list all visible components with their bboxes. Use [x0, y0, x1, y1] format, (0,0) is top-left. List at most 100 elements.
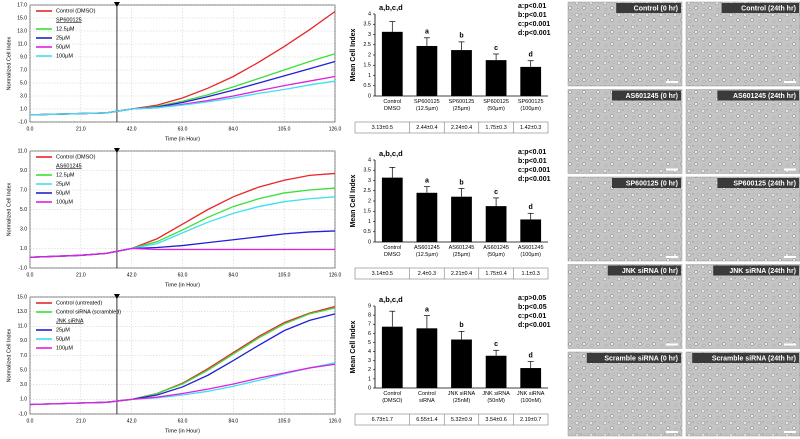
bar: [520, 219, 542, 242]
significance-letter: c: [494, 189, 498, 196]
micrograph-label: AS601245 (24th hr): [733, 93, 796, 100]
value-label: 3.54±0.6: [485, 417, 506, 423]
legend-label: Control (DMSO): [56, 8, 96, 14]
y-axis-title: Normalized Cell Index: [6, 36, 12, 90]
x-axis-title: Time (in Hour): [165, 136, 200, 142]
stat-label: d:p<0.001: [518, 176, 551, 183]
micrograph-label-bg: [612, 90, 681, 101]
series-line: [29, 363, 336, 406]
y-tick-label: 7: [368, 322, 371, 328]
micrograph-label-bg: [612, 178, 681, 188]
x-tick-label: JNK siRNA (100nM): [516, 391, 545, 404]
legend-label: 25µM: [56, 35, 70, 41]
x-tick-label: Control siRNA: [418, 391, 436, 404]
legend-label: 25µM: [56, 181, 70, 187]
x-tick-label: SP600125 (12.5µm): [414, 99, 440, 112]
micrograph-label-bg: [586, 353, 681, 363]
legend-label: 100µM: [56, 345, 73, 351]
y-tick-label: 5: [368, 340, 371, 346]
y-tick-label: 3.0: [20, 226, 27, 232]
stat-label: d:p<0.001: [518, 322, 551, 329]
legend-label: Control siRNA (scrambled): [56, 309, 121, 315]
micrograph-label-bg: [713, 265, 799, 276]
y-tick-label: 2: [368, 367, 371, 373]
y-tick-label: 2: [368, 198, 371, 204]
series-line: [29, 247, 335, 258]
x-tick-label: 21.0: [76, 272, 86, 278]
y-tick-label: 3.0: [20, 382, 27, 388]
y-tick-label: 1: [368, 73, 371, 79]
micrograph-label: Control (0 hr): [634, 5, 678, 12]
micrograph-label-bg: [692, 353, 799, 363]
y-tick-label: 3.0: [20, 93, 27, 99]
scale-bar: [784, 431, 796, 433]
micrograph: [567, 176, 683, 262]
bar: [416, 328, 438, 388]
significance-letter: c: [494, 341, 498, 348]
significance-letter: a: [425, 306, 429, 313]
x-tick-label: SP600125 (25µm): [448, 99, 475, 112]
significance-letter: b: [459, 33, 463, 40]
y-tick-label: 4: [368, 349, 371, 355]
time-marker-head: [113, 2, 120, 7]
micrograph: [685, 89, 800, 174]
micrograph-label: SP600125 (24th hr): [733, 180, 796, 187]
stat-label: b:p<0.01: [518, 158, 547, 165]
value-label: 1.1±0.3: [522, 271, 540, 277]
y-tick-label: 9: [368, 303, 371, 309]
x-tick-label: 42.0: [127, 418, 137, 424]
series-line: [29, 80, 336, 116]
y-tick-label: 0: [368, 385, 371, 391]
annotation: a,b,c,d: [379, 295, 403, 304]
scale-bar: [784, 343, 796, 346]
x-tick-label: Control DMSO: [383, 245, 402, 258]
value-label: 6.73±1.7: [372, 417, 393, 423]
bar: [451, 339, 472, 388]
y-tick-label: 13.0: [17, 28, 27, 34]
x-tick-label: Control DMSO: [383, 99, 402, 112]
x-tick-label: 63.0: [178, 272, 188, 278]
bar: [520, 368, 542, 388]
bar: [416, 192, 438, 242]
legend-label: 50µM: [56, 44, 70, 50]
y-tick-label: 0: [368, 93, 371, 99]
bar: [485, 60, 507, 96]
legend-label: 50µM: [56, 190, 70, 196]
y-tick-label: 6: [368, 331, 371, 337]
y-tick-label: 11.0: [18, 148, 28, 154]
micrograph-label: SP600125 (0 hr): [626, 180, 678, 187]
micrograph: [567, 89, 683, 174]
y-tick-label: 1.5: [363, 63, 371, 69]
y-tick-label: 0.5: [363, 83, 371, 89]
stat-label: a:p>0.05: [518, 295, 546, 302]
value-label: 1.75±0.3: [485, 125, 506, 131]
bar: [416, 45, 438, 96]
y-tick-label: 2.5: [363, 188, 371, 194]
y-axis-title: Mean Cell Index: [350, 174, 357, 227]
micrograph: [567, 264, 683, 349]
micrograph-label: JNK siRNA (24th hr): [729, 268, 796, 275]
scale-bar: [666, 343, 678, 346]
y-tick-label: 1.0: [20, 106, 27, 112]
value-label: 3.14±0.5: [372, 271, 393, 277]
x-axis-title: Time (in Hour): [165, 282, 200, 288]
x-tick-label: JNK siRNA (25nM): [447, 391, 476, 404]
y-tick-label: 3: [368, 358, 371, 364]
annotation: a,b,c,d: [379, 3, 403, 12]
y-tick-label: 11.0: [18, 41, 28, 47]
legend-label: 100µM: [56, 53, 73, 59]
y-tick-label: -1.0: [18, 119, 27, 125]
x-tick-label: AS601245 (50µm): [483, 245, 509, 258]
legend-heading: SP600125: [56, 17, 82, 23]
micrograph-label-bg: [616, 3, 681, 13]
x-tick-label: 126.0: [329, 418, 342, 424]
y-tick-label: 3: [368, 32, 371, 38]
value-label: 2.24±0.4: [451, 125, 472, 131]
value-label: 1.42±0.3: [520, 125, 541, 131]
y-tick-label: 4: [368, 11, 371, 17]
y-tick-label: 17.0: [17, 2, 27, 8]
value-label: 3.13±0.5: [372, 125, 393, 131]
micrograph-label: Scramble siRNA (24th hr): [712, 355, 796, 362]
x-tick-label: 0.0: [27, 126, 34, 132]
